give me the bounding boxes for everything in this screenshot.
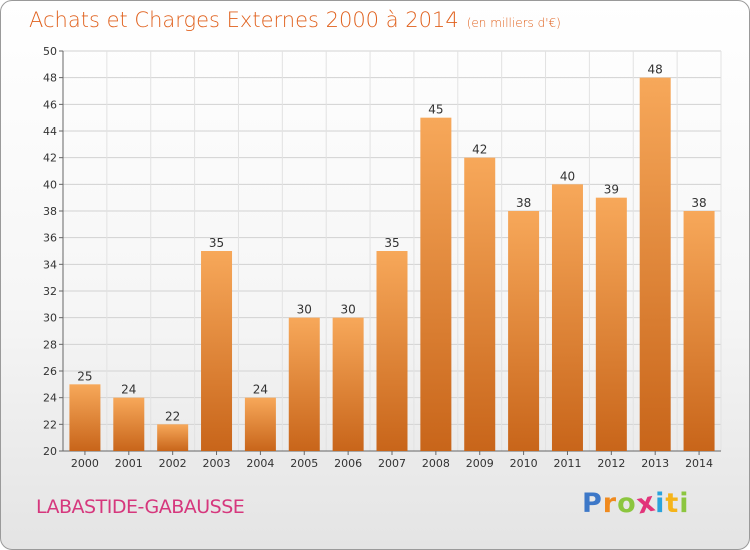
data-label-2014: 38 [691,196,706,210]
data-label-2000: 25 [77,369,92,383]
y-tick-label: 32 [43,285,57,298]
bar-2004 [244,397,276,451]
y-tick-label: 24 [43,392,57,405]
y-tick-label: 42 [43,152,57,165]
y-tick-label: 28 [43,338,57,351]
data-label-2005: 30 [297,303,312,317]
bar-2008 [420,117,452,452]
y-tick-label: 22 [43,418,57,431]
y-tick-label: 30 [43,312,57,325]
x-tick-label-2011: 2011 [553,457,581,470]
y-tick-label: 26 [43,365,57,378]
x-tick-label-2003: 2003 [203,457,231,470]
data-labels: 25 24 22 35 24 30 30 35 45 42 38 40 39 48 38 [77,63,706,424]
bar-2013 [639,77,671,452]
x-tick-label-2006: 2006 [334,457,362,470]
bar-2012 [595,197,627,451]
data-label-2007: 35 [384,236,399,250]
x-tick-label-2005: 2005 [290,457,318,470]
bar-2014 [683,211,715,451]
axes: 20 22 24 26 28 30 32 34 36 38 40 42 44 46 48 50 2000 2001… [43,45,721,470]
data-label-2002: 22 [165,409,180,423]
chart-title: Achats et Charges Externes 2000 à 2014 (e… [29,8,561,32]
y-tick-label: 46 [43,98,57,111]
y-tick-label: 44 [43,125,57,138]
bar-2002 [157,424,189,451]
bar-2006 [332,317,364,451]
bar-2001 [113,397,145,451]
x-tick-label-2004: 2004 [246,457,274,470]
x-tick-label-2014: 2014 [685,457,713,470]
y-tick-label: 20 [43,445,57,458]
y-tick-label: 36 [43,232,57,245]
data-label-2012: 39 [604,183,619,197]
x-tick-label-2002: 2002 [159,457,187,470]
x-tick-label-2001: 2001 [115,457,143,470]
data-label-2001: 24 [121,383,136,397]
bar-2000 [69,384,101,451]
bar-2010 [508,211,540,451]
x-tick-label-2007: 2007 [378,457,406,470]
x-tick-label-2008: 2008 [422,457,450,470]
proxiti-logo[interactable]: Proxiti [582,486,690,521]
data-label-2006: 30 [340,303,355,317]
x-tick-label-2009: 2009 [466,457,494,470]
bar-2007 [376,251,408,451]
data-label-2003: 35 [209,236,224,250]
data-label-2004: 24 [253,383,268,397]
bar-2009 [464,157,496,451]
data-label-2008: 45 [428,103,443,117]
data-label-2013: 48 [648,63,663,77]
bar-2005 [288,317,320,451]
chart-title-text: Achats et Charges Externes 2000 à 2014 [29,8,459,32]
x-tick-label-2013: 2013 [641,457,669,470]
bars [69,77,715,452]
bar-2003 [201,251,233,451]
data-label-2011: 40 [560,169,575,183]
x-tick-label-2012: 2012 [597,457,625,470]
y-tick-label: 48 [43,72,57,85]
y-tick-label: 50 [43,45,57,58]
y-tick-label: 38 [43,205,57,218]
data-label-2009: 42 [472,143,487,157]
bar-2011 [551,184,583,452]
location-label: LABASTIDE-GABAUSSE [36,496,245,518]
y-tick-label: 34 [43,258,57,271]
data-label-2010: 38 [516,196,531,210]
x-tick-label-2010: 2010 [510,457,538,470]
chart-unit: (en milliers d'€) [466,16,561,30]
x-tick-label-2000: 2000 [71,457,99,470]
y-tick-label: 40 [43,178,57,191]
